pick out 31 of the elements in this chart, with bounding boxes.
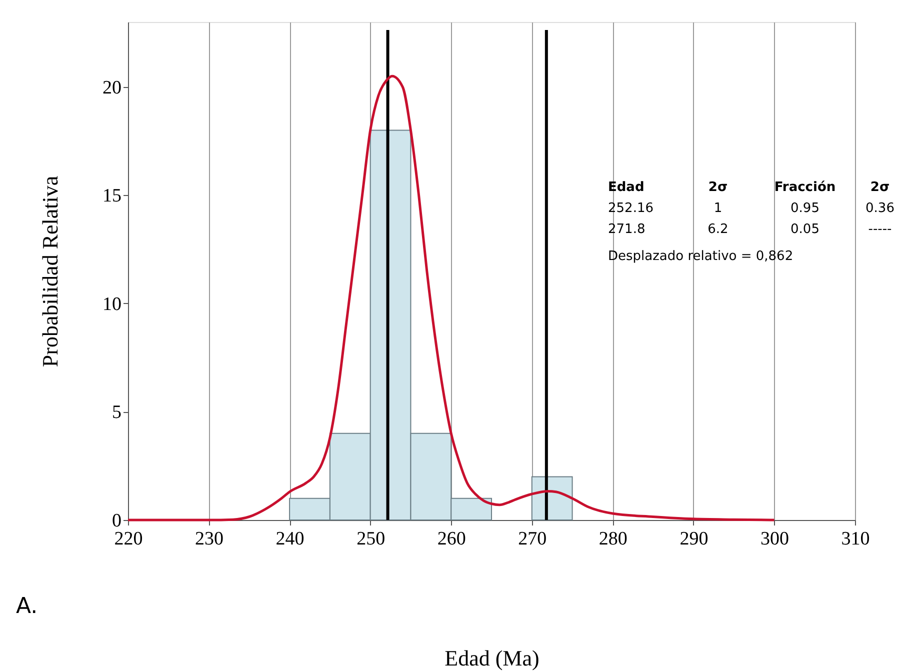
annotation: Edad xyxy=(608,180,644,195)
annotation: 0.05 xyxy=(790,222,820,237)
x-tick-label: 230 xyxy=(195,528,224,550)
x-tick-label: 300 xyxy=(760,528,789,550)
x-axis-title: Edad (Ma) xyxy=(444,646,540,670)
annotation: 0.95 xyxy=(790,201,820,216)
annotation: 2σ xyxy=(708,180,728,195)
y-tick-label: 20 xyxy=(102,77,122,98)
text: 0.36 xyxy=(866,201,894,216)
y-tick-label: 0 xyxy=(112,510,122,532)
y-tick-label: 5 xyxy=(112,402,122,424)
annotation: 6.2 xyxy=(708,222,728,237)
text: ----- xyxy=(868,222,892,237)
annotation: 252.16 xyxy=(608,201,654,216)
x-tick-label: 250 xyxy=(356,528,386,550)
x-tick-label: 310 xyxy=(841,528,870,550)
y-axis-title: Probabilidad Relativa xyxy=(38,176,62,368)
text: A. xyxy=(16,594,38,619)
text: 2σ xyxy=(870,180,890,195)
annotation: 271.8 xyxy=(608,222,646,237)
x-tick-label: 290 xyxy=(680,528,708,550)
annotation: Desplazado relativo = 0,862 xyxy=(608,249,794,264)
annotation: 1 xyxy=(714,201,722,216)
x-tick-label: 240 xyxy=(276,528,304,550)
annotation: Fracción xyxy=(774,180,836,195)
y-tick-label: 15 xyxy=(102,186,122,207)
x-tick-label: 270 xyxy=(518,528,547,550)
x-tick-label: 220 xyxy=(114,528,143,550)
y-tick-label: 10 xyxy=(102,294,122,315)
x-tick-label: 280 xyxy=(598,528,628,550)
x-tick-label: 260 xyxy=(437,528,466,550)
